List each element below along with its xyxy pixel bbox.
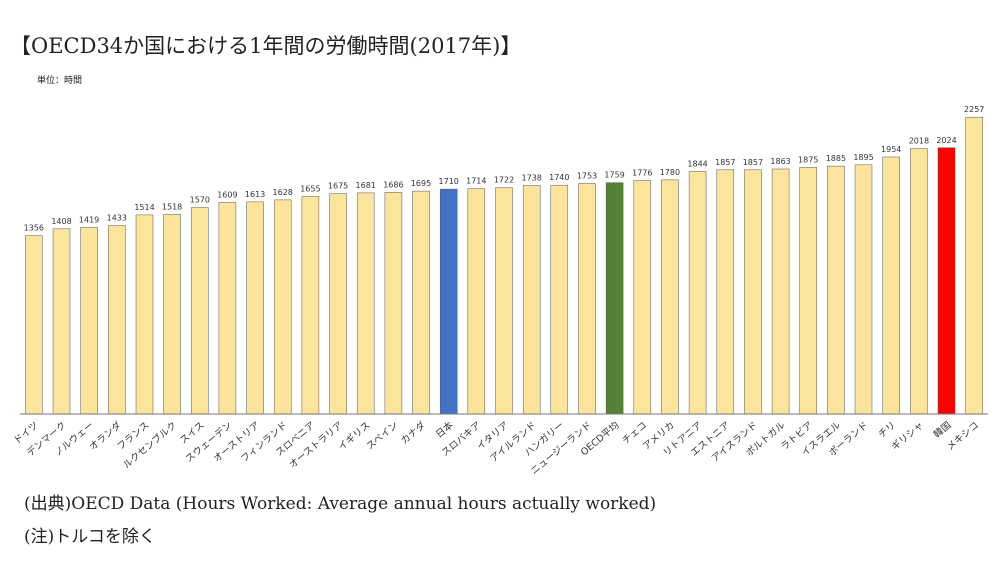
exclusion-note: (注)トルコを除く	[24, 527, 156, 547]
bar	[965, 116, 983, 415]
bar	[439, 188, 458, 415]
data-label: 1759	[604, 171, 624, 180]
bar	[688, 171, 707, 415]
bar	[25, 235, 43, 415]
chart-title: 【OECD34か国における1年間の労働時間(2017年)】	[10, 34, 522, 58]
bar	[273, 199, 292, 415]
data-label: 1613	[245, 190, 265, 199]
bar	[716, 169, 735, 415]
bar	[108, 225, 126, 415]
source-note: (出典)OECD Data (Hours Worked: Average ann…	[24, 494, 657, 514]
bar	[799, 167, 817, 415]
data-label: 1722	[494, 176, 514, 185]
data-label: 1740	[549, 173, 569, 182]
bar	[329, 193, 347, 415]
bar	[937, 147, 956, 415]
unit-label: 単位：時間	[37, 76, 83, 86]
data-label: 1710	[439, 177, 459, 186]
data-label: 1408	[51, 217, 71, 226]
bar	[661, 179, 679, 415]
data-label: 2024	[936, 136, 956, 145]
bar	[771, 168, 790, 415]
data-label: 1776	[632, 169, 652, 178]
category-label: 韓国	[932, 420, 954, 441]
bar	[218, 202, 237, 415]
category-label: カナダ	[398, 419, 428, 447]
category-label: スウェーデン	[183, 419, 234, 465]
data-label: 1695	[411, 179, 431, 188]
bar	[744, 169, 762, 415]
bar	[633, 180, 652, 415]
data-label: 2018	[909, 137, 929, 146]
data-label: 1875	[798, 155, 818, 164]
data-label: 1356	[24, 224, 44, 233]
bar	[163, 214, 181, 415]
bar	[910, 148, 928, 415]
data-label: 1738	[522, 174, 542, 183]
data-label: 1863	[770, 157, 790, 166]
bar	[301, 196, 320, 415]
bar	[135, 214, 154, 415]
data-label: 1609	[217, 190, 237, 199]
bar	[522, 185, 541, 415]
bar	[356, 192, 375, 415]
data-label: 1518	[162, 202, 182, 211]
data-label: 1655	[300, 184, 320, 193]
value-labels-group: 1356 1408 1419 1433 1514 1518 1570 1609 1613 1628…	[24, 105, 985, 233]
bar	[495, 187, 513, 415]
bar	[52, 228, 71, 415]
bar	[605, 182, 624, 415]
data-label: 2257	[964, 105, 984, 114]
data-label: 1857	[715, 158, 735, 167]
data-label: 1433	[107, 214, 127, 223]
data-label: 1714	[466, 177, 486, 186]
bar	[384, 192, 403, 415]
bar	[80, 227, 98, 415]
data-label: 1681	[356, 181, 376, 190]
data-label: 1570	[190, 196, 210, 205]
bars-group	[25, 116, 983, 415]
data-label: 1675	[328, 182, 348, 191]
bar	[827, 165, 845, 415]
data-label: 1753	[577, 172, 597, 181]
data-label: 1857	[743, 158, 763, 167]
bar	[578, 183, 596, 415]
category-label: スペイン	[365, 420, 401, 452]
data-label: 1686	[383, 180, 403, 189]
data-label: 1419	[79, 215, 99, 224]
bar	[550, 184, 569, 415]
category-label: 日本	[433, 419, 456, 441]
data-label: 1844	[687, 160, 707, 169]
data-label: 1954	[881, 145, 901, 154]
data-label: 1628	[273, 188, 293, 197]
bar	[854, 164, 873, 415]
bar	[412, 190, 430, 415]
category-label: チリ	[876, 420, 898, 441]
bar	[882, 156, 900, 415]
data-label: 1885	[826, 154, 846, 163]
bar	[246, 201, 264, 415]
data-label: 1895	[853, 153, 873, 162]
data-label: 1514	[134, 203, 154, 212]
bar	[191, 207, 209, 415]
bar	[467, 188, 486, 415]
data-label: 1780	[660, 168, 680, 177]
